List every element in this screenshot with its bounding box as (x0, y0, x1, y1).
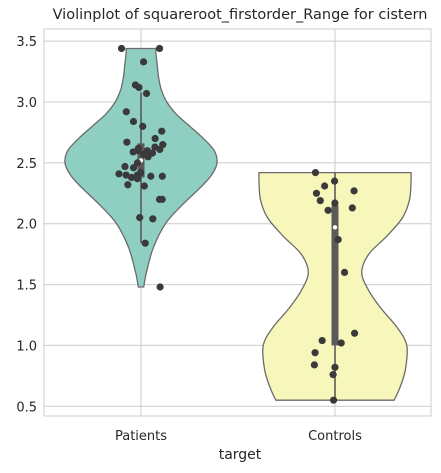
strip-point (121, 162, 129, 171)
y-tick-label: 2.5 (16, 157, 37, 172)
strip-point (155, 44, 164, 53)
strip-point (139, 58, 148, 66)
plot-frame (43, 28, 432, 417)
strip-point (348, 204, 356, 212)
x-axis-label: target (219, 447, 262, 463)
strip-point (311, 169, 320, 177)
strip-point (318, 336, 326, 345)
strip-point (156, 145, 164, 154)
strip-point (329, 371, 337, 379)
strip-point (124, 181, 132, 189)
x-tick-label: Patients (115, 429, 167, 444)
y-tick-label: 3.0 (16, 96, 37, 111)
y-tick-label: 0.5 (16, 400, 37, 415)
strip-point (330, 177, 339, 185)
strip-point (155, 195, 164, 203)
strip-point (334, 235, 342, 244)
x-tick-labels: Patients Controls (115, 429, 362, 444)
strip-point (144, 153, 152, 161)
y-tick-labels: 0.5 1.0 1.5 2.0 2.5 3.0 3.5 (16, 35, 37, 415)
strip-point (340, 268, 349, 276)
strip-point (115, 170, 123, 178)
strip-point (337, 339, 345, 347)
x-tick-label: Controls (308, 429, 362, 444)
strip-point (127, 173, 136, 182)
strip-point (142, 89, 151, 98)
strip-point (129, 148, 137, 156)
strip-point (316, 196, 324, 205)
strip-point (311, 349, 319, 357)
y-tick-label: 1.0 (16, 339, 37, 354)
strip-point (122, 108, 130, 116)
strip-point (135, 83, 143, 92)
strip-point (156, 283, 164, 291)
strip-point (139, 122, 147, 130)
strip-point (310, 361, 318, 369)
y-tick-label: 1.5 (16, 279, 37, 294)
strip-point (129, 164, 138, 172)
strip-point (149, 215, 157, 223)
strip-point (321, 182, 329, 190)
strip-point (324, 206, 332, 214)
violin-iqr-box (331, 205, 339, 346)
strip-point (329, 396, 338, 404)
strip-point (350, 329, 359, 337)
strip-point (117, 44, 126, 53)
strip-point (331, 199, 339, 207)
strip-point (158, 172, 166, 180)
strip-point (133, 175, 141, 183)
chart-title: Violinplot of squareroot_firstorder_Rang… (53, 7, 428, 23)
strip-point (123, 138, 131, 146)
strip-point (136, 214, 144, 222)
strip-point (129, 117, 138, 126)
strip-point (141, 239, 149, 247)
strip-point (147, 172, 155, 180)
strip-point (133, 159, 142, 167)
strip-point (140, 182, 148, 190)
plot-area (43, 28, 432, 417)
strip-point (312, 189, 321, 197)
strip-point (350, 187, 358, 195)
violin-median (332, 225, 338, 230)
y-tick-label: 2.0 (16, 218, 37, 233)
strip-point (331, 363, 339, 371)
strip-point (158, 127, 166, 135)
y-tick-label: 3.5 (16, 35, 37, 50)
strip-point (151, 134, 159, 143)
violins (64, 44, 412, 404)
strip-point (122, 171, 130, 179)
